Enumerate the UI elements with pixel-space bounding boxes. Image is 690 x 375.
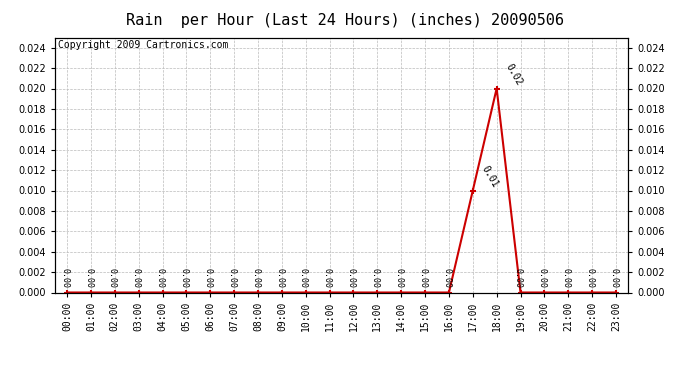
Text: 0.00: 0.00 [60,268,69,288]
Text: 0.00: 0.00 [323,268,332,288]
Text: Rain  per Hour (Last 24 Hours) (inches) 20090506: Rain per Hour (Last 24 Hours) (inches) 2… [126,13,564,28]
Text: 0.00: 0.00 [418,268,427,288]
Text: 0.00: 0.00 [585,268,594,288]
Text: 0.00: 0.00 [562,268,571,288]
Text: 0.00: 0.00 [275,268,284,288]
Text: Copyright 2009 Cartronics.com: Copyright 2009 Cartronics.com [58,40,228,50]
Text: 0.02: 0.02 [504,62,524,87]
Text: 0.00: 0.00 [108,268,117,288]
Text: 0.00: 0.00 [179,268,188,288]
Text: 0.00: 0.00 [204,268,213,288]
Text: 0.00: 0.00 [513,268,522,288]
Text: 0.00: 0.00 [299,268,308,288]
Text: 0.00: 0.00 [538,268,546,288]
Text: 0.00: 0.00 [442,268,451,288]
Text: 0.00: 0.00 [156,268,165,288]
Text: 0.00: 0.00 [251,268,260,288]
Text: 0.00: 0.00 [227,268,236,288]
Text: 0.00: 0.00 [394,268,404,288]
Text: 0.00: 0.00 [346,268,355,288]
Text: 0.00: 0.00 [371,268,380,288]
Text: 0.01: 0.01 [480,164,500,189]
Text: 0.00: 0.00 [609,268,618,288]
Text: 0.00: 0.00 [84,268,93,288]
Text: 0.00: 0.00 [132,268,141,288]
